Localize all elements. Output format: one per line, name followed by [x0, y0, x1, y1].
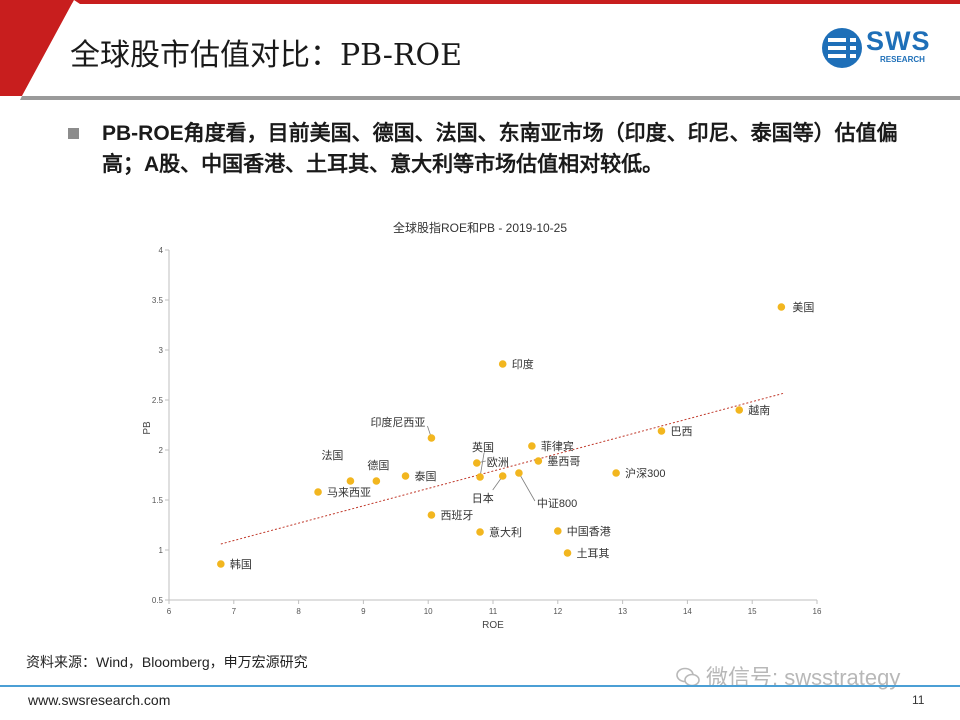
data-label: 巴西 — [670, 426, 692, 438]
x-tick-label: 15 — [748, 607, 757, 616]
data-label: 泰国 — [415, 469, 437, 483]
data-point — [372, 477, 381, 485]
sws-logo: SWS RESEARCH — [820, 24, 940, 74]
data-point — [401, 472, 410, 480]
page-number: 11 — [912, 693, 925, 707]
x-tick-label: 10 — [424, 607, 433, 616]
x-tick-label: 9 — [361, 607, 366, 616]
x-tick-label: 16 — [813, 607, 822, 616]
data-label: 中证800 — [537, 497, 577, 510]
y-tick-label: 1 — [159, 546, 164, 555]
data-point — [735, 406, 744, 414]
x-axis-label: ROE — [482, 620, 504, 631]
footer-divider — [0, 685, 960, 687]
wechat-watermark: 微信号: swsstrategy — [676, 660, 900, 692]
data-label: 沪深300 — [625, 466, 665, 480]
data-point — [777, 303, 786, 311]
y-tick-label: 3 — [159, 346, 164, 355]
logo-text: SWS — [866, 26, 931, 56]
y-tick-label: 3.5 — [152, 296, 164, 305]
title-banner — [0, 0, 960, 100]
data-label: 菲律宾 — [541, 439, 574, 453]
data-point — [563, 549, 572, 557]
data-point — [657, 427, 666, 435]
y-tick-label: 2 — [159, 446, 164, 455]
logo-subtext: RESEARCH — [880, 55, 925, 64]
data-label: 德国 — [367, 458, 389, 472]
chart-title: 全球股指ROE和PB - 2019-10-25 — [393, 220, 567, 235]
data-point — [612, 469, 620, 477]
data-label: 马来西亚 — [327, 486, 371, 499]
data-label: 西班牙 — [440, 509, 473, 522]
data-point — [427, 434, 436, 442]
data-label: 日本 — [472, 491, 494, 505]
data-label: 法国 — [321, 448, 343, 462]
x-tick-label: 12 — [553, 607, 562, 616]
leader-line — [479, 452, 485, 478]
data-label: 英国 — [472, 440, 494, 454]
x-tick-label: 6 — [167, 607, 172, 616]
bullet-marker — [68, 128, 79, 139]
x-tick-label: 14 — [683, 607, 692, 616]
data-point — [515, 469, 523, 477]
wechat-icon — [676, 667, 700, 687]
data-point — [476, 473, 484, 481]
data-point — [498, 472, 507, 480]
footer-url[interactable]: www.swsresearch.com — [28, 692, 171, 708]
summary-text: PB-ROE角度看，目前美国、德国、法国、东南亚市场（印度、印尼、泰国等）估值偏… — [102, 122, 898, 176]
data-point — [217, 560, 225, 568]
page-title: 全球股市估值对比：PB-ROE — [70, 38, 463, 73]
y-tick-label: 4 — [159, 246, 164, 255]
data-point — [346, 477, 355, 485]
data-label: 印度尼西亚 — [370, 415, 425, 429]
source-note: 资料来源：Wind，Bloomberg，申万宏源研究 — [26, 654, 308, 670]
trend-line — [220, 392, 785, 545]
data-point — [473, 459, 481, 467]
data-label: 土耳其 — [577, 547, 610, 560]
data-point — [528, 442, 536, 450]
data-point — [554, 527, 562, 535]
data-point — [427, 511, 436, 519]
x-tick-label: 13 — [618, 607, 627, 616]
x-tick-label: 11 — [489, 607, 498, 616]
data-label: 中国香港 — [567, 525, 611, 538]
data-label: 欧洲 — [487, 456, 509, 469]
x-tick-label: 8 — [296, 607, 301, 616]
data-label: 意大利 — [489, 525, 522, 539]
y-tick-label: 2.5 — [152, 396, 164, 405]
data-point — [534, 457, 543, 465]
y-axis-label: PB — [142, 421, 153, 435]
data-label: 美国 — [792, 301, 814, 314]
data-point — [476, 528, 484, 536]
data-label: 印度 — [512, 357, 534, 371]
data-label: 越南 — [748, 403, 770, 417]
data-label: 墨西哥 — [547, 455, 580, 468]
x-tick-label: 7 — [232, 607, 237, 616]
y-tick-label: 0.5 — [152, 596, 164, 605]
data-point — [498, 360, 507, 368]
pb-roe-scatter-chart: 全球股指ROE和PB - 2019-10-256 7 8 9 10 11 12 13 14 15 1… — [142, 220, 822, 631]
data-point — [314, 488, 322, 496]
y-tick-label: 1.5 — [152, 496, 164, 505]
data-label: 韩国 — [230, 557, 252, 571]
sws-logo-icon — [822, 28, 862, 68]
leader-line — [518, 472, 536, 502]
